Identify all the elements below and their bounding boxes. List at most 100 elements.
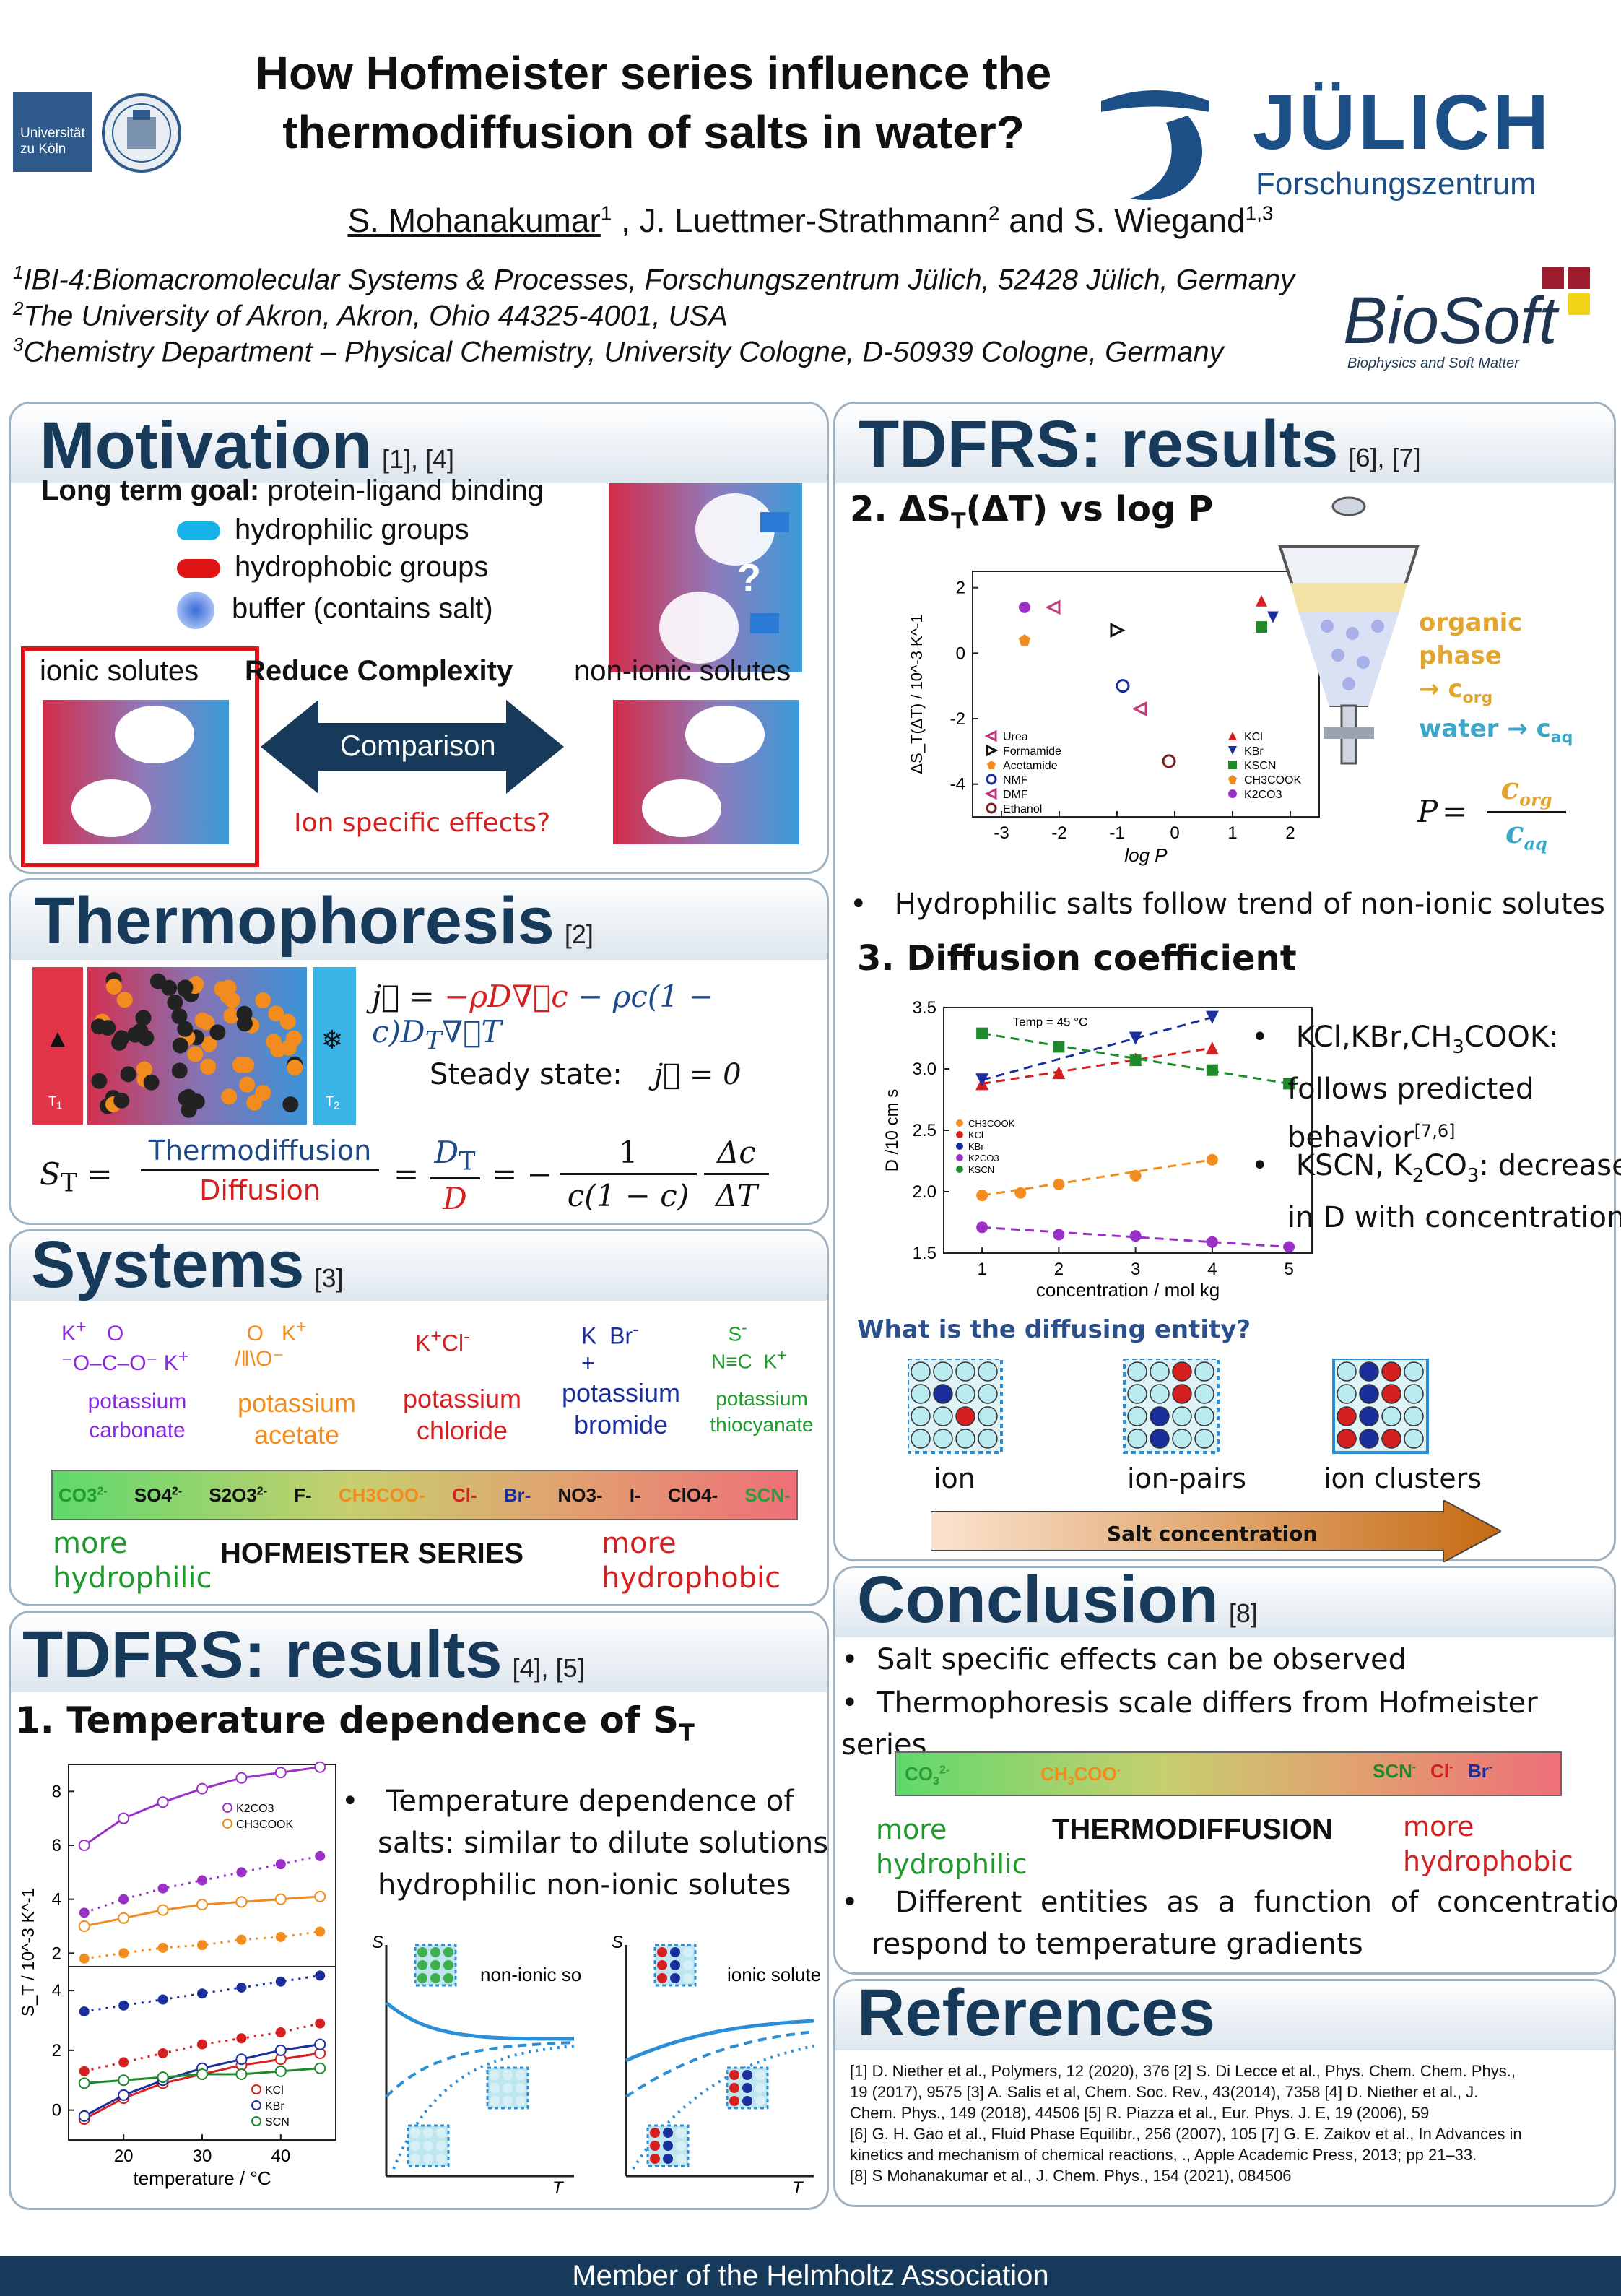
particle bbox=[911, 1429, 931, 1449]
data-point bbox=[1256, 621, 1267, 633]
biosoft-square-1 bbox=[1542, 267, 1564, 289]
x-axis-label: temperature / °C bbox=[133, 2167, 271, 2189]
legend-label: KSCN bbox=[1244, 760, 1276, 772]
data-point bbox=[235, 2053, 248, 2066]
reference-line: 19 (2017), 9575 [3] A. Salis et al, Chem… bbox=[850, 2083, 1479, 2101]
dst-vs-logp-chart: -3 -2 -1 0 1 2 2 0 -2 -4 log P ΔS_T(ΔT) / 10^-3 K^-… bbox=[908, 571, 1320, 866]
legend-label: KCl bbox=[265, 2084, 284, 2097]
particle bbox=[911, 1406, 931, 1426]
hofmeister-ions: CO32- SO42- S2O32- F- CH3COO- Cl- Br- NO3- I- ClO… bbox=[53, 1471, 796, 1519]
particle bbox=[1172, 1361, 1192, 1382]
data-point bbox=[1228, 746, 1237, 755]
data-point bbox=[118, 1948, 129, 1959]
particle bbox=[443, 1947, 453, 1957]
data-point bbox=[197, 1988, 207, 1999]
y-tick-label: -4 bbox=[950, 775, 965, 794]
legend-label: KCl bbox=[968, 1130, 983, 1140]
particle bbox=[683, 1947, 693, 1957]
data-point bbox=[236, 1867, 247, 1878]
particle-box bbox=[726, 2066, 769, 2110]
biosoft-square-2 bbox=[1568, 267, 1590, 289]
y-tick-label: 4 bbox=[52, 1981, 61, 2001]
y-axis-label: S_T / 10^-3 K^-1 bbox=[19, 1888, 38, 2016]
legend-label: CH3COOK bbox=[236, 1819, 293, 1831]
hofmeister-ion: ClO4- bbox=[667, 1483, 718, 1506]
data-point bbox=[1129, 1054, 1142, 1067]
author-1: S. Mohanakumar bbox=[347, 202, 601, 239]
reference-line: [1] D. Niether et al., Polymers, 12 (202… bbox=[850, 2062, 1516, 2080]
kcl-structure: K+Cl- bbox=[415, 1325, 471, 1356]
particle bbox=[1194, 1429, 1214, 1449]
panel-header bbox=[835, 1568, 1614, 1637]
data-point bbox=[1019, 601, 1030, 613]
data-point bbox=[274, 2044, 287, 2056]
series-line bbox=[981, 1047, 1213, 1085]
particles bbox=[90, 971, 303, 1118]
affiliation-1: 1IBI-4:Biomacromolecular Systems & Proce… bbox=[13, 261, 1295, 296]
td-br: Br- bbox=[1468, 1760, 1493, 1782]
affil-text: Chemistry Department – Physical Chemistr… bbox=[23, 336, 1224, 368]
x-tick-label: -1 bbox=[1109, 823, 1124, 843]
diffusion-chart: 1 2 3 4 5 1.5 2.0 2.5 3.0 3.5 concentration / mol … bbox=[882, 998, 1313, 1301]
plot-frame bbox=[972, 571, 1320, 818]
curve-solid bbox=[625, 2019, 814, 2063]
legend-marker bbox=[251, 2084, 261, 2094]
steady-label: Steady state: bbox=[430, 1058, 622, 1091]
hot-wall: ▲ T1 bbox=[32, 967, 83, 1125]
particle-box bbox=[414, 1944, 457, 1987]
affiliation-2: 2The University of Akron, Akron, Ohio 44… bbox=[13, 298, 728, 332]
data-point bbox=[78, 2110, 90, 2122]
curve-dotted bbox=[392, 2045, 575, 2170]
hofmeister-ion: CH3COO- bbox=[338, 1483, 425, 1506]
data-point bbox=[1228, 789, 1237, 798]
hofmeister-bar: CO32- SO42- S2O32- F- CH3COO- Cl- Br- NO3- I- ClO… bbox=[51, 1470, 798, 1520]
particle bbox=[978, 1429, 998, 1449]
biosoft-text: BioSoft bbox=[1343, 284, 1557, 358]
data-point bbox=[314, 1890, 326, 1902]
particle-box bbox=[486, 2066, 529, 2110]
data-point bbox=[1014, 1187, 1027, 1199]
hofmeister-ion: NO3- bbox=[557, 1483, 603, 1506]
more-hydrophilic-label: more hydrophilic bbox=[53, 1527, 212, 1595]
concl-thermodiffusion: THERMODIFFUSION bbox=[1052, 1814, 1333, 1845]
chart-annotation: Temp = 45 °C bbox=[1013, 1015, 1088, 1029]
series-line bbox=[981, 1032, 1290, 1085]
data-point bbox=[79, 2006, 90, 2017]
particle bbox=[490, 2070, 500, 2080]
hofmeister-series-label: HOFMEISTER SERIES bbox=[220, 1538, 524, 1569]
particle bbox=[171, 1008, 188, 1025]
hofmeister-ion: Br- bbox=[503, 1483, 531, 1506]
data-point bbox=[314, 2038, 326, 2050]
particle bbox=[503, 2083, 513, 2093]
affil-sup: 1 bbox=[13, 261, 24, 283]
axis-label-st: S bbox=[372, 1933, 383, 1952]
data-point bbox=[1129, 1230, 1142, 1242]
particle bbox=[729, 2096, 739, 2106]
y-tick-label: 2.5 bbox=[913, 1121, 936, 1140]
tdfrs1-bullet: • Temperature dependence of salts: simil… bbox=[342, 1785, 866, 1902]
conclusion-refs: [8] bbox=[1228, 1598, 1258, 1628]
protein-blob-2 bbox=[659, 592, 739, 664]
x-tick-label: 5 bbox=[1284, 1260, 1293, 1279]
legend-label: K2CO3 bbox=[236, 1803, 274, 1815]
particle bbox=[516, 2096, 526, 2106]
frac-top: Thermodiffusion bbox=[148, 1135, 372, 1166]
data-point bbox=[118, 2089, 130, 2101]
salt-name-kscn: potassium thiocyanate bbox=[710, 1387, 814, 1436]
affiliation-3: 3Chemistry Department – Physical Chemist… bbox=[13, 334, 1224, 368]
particle bbox=[742, 2070, 752, 2080]
particle bbox=[657, 1947, 667, 1957]
data-point bbox=[1110, 623, 1126, 638]
curve-dashed bbox=[385, 2041, 575, 2098]
kscn-structure: S- N≡C K+ bbox=[711, 1318, 787, 1373]
curve-dashed bbox=[625, 2030, 814, 2098]
schematic-label: ionic solutes bbox=[727, 1964, 821, 1985]
legend-label: KBr bbox=[265, 2100, 284, 2113]
thermophoresis-refs: [2] bbox=[564, 919, 594, 949]
footer-text: Member of the Helmholtz Association bbox=[572, 2260, 1049, 2292]
particle bbox=[1359, 1406, 1379, 1426]
data-point bbox=[1116, 679, 1130, 693]
data-point bbox=[275, 1976, 286, 1987]
particle bbox=[423, 2128, 433, 2138]
